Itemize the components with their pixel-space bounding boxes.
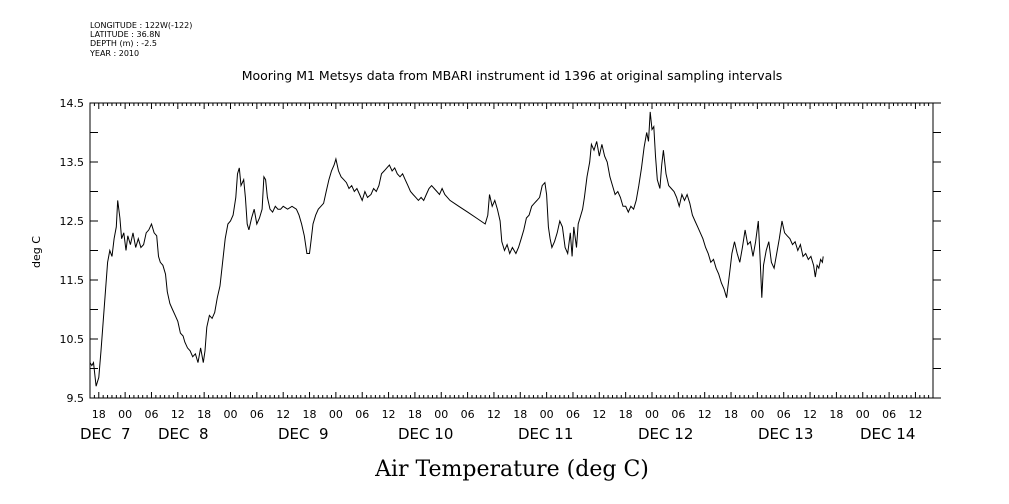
x-hour-label: 00	[856, 408, 870, 421]
x-hour-label: 12	[698, 408, 712, 421]
x-day-label: DEC 9	[278, 425, 329, 443]
x-hour-label: 12	[908, 408, 922, 421]
x-hour-label: 12	[487, 408, 501, 421]
x-hour-label: 06	[882, 408, 896, 421]
x-day-label: DEC 13	[758, 425, 813, 443]
latitude-text: LATITUDE : 36.8N	[90, 30, 161, 40]
x-day-label: DEC 11	[518, 425, 573, 443]
x-hour-label: 12	[592, 408, 606, 421]
x-hour-label: 00	[540, 408, 554, 421]
x-hour-label: 18	[829, 408, 843, 421]
x-hour-label: 12	[171, 408, 185, 421]
x-hour-label: 06	[355, 408, 369, 421]
x-hour-label: 00	[224, 408, 238, 421]
series-line-1	[89, 111, 824, 387]
x-day-label: DEC 12	[638, 425, 693, 443]
x-day-label: DEC 10	[398, 425, 453, 443]
x-hour-label: 12	[382, 408, 396, 421]
x-hour-label: 18	[724, 408, 738, 421]
x-hour-label: 00	[118, 408, 132, 421]
x-hour-label: 00	[645, 408, 659, 421]
x-hour-label: 18	[408, 408, 422, 421]
x-hour-label: 06	[144, 408, 158, 421]
y-tick-label: 14.5	[60, 97, 85, 110]
x-hour-label: 18	[197, 408, 211, 421]
x-hour-label: 00	[434, 408, 448, 421]
x-day-label: DEC 7	[80, 425, 131, 443]
x-axis-label: Air Temperature (deg C)	[374, 457, 649, 482]
depth-text: DEPTH (m) : -2.5	[90, 39, 157, 49]
x-hour-label: 12	[803, 408, 817, 421]
x-hour-label: 18	[303, 408, 317, 421]
y-tick-label: 13.5	[60, 156, 85, 169]
x-day-label: DEC 8	[158, 425, 209, 443]
x-hour-label: 18	[92, 408, 106, 421]
y-tick-label: 10.5	[60, 333, 85, 346]
x-hour-label: 18	[513, 408, 527, 421]
y-tick-label: 9.5	[67, 392, 85, 405]
y-tick-label: 11.5	[60, 274, 85, 287]
x-hour-label: 06	[777, 408, 791, 421]
x-hour-label: 06	[671, 408, 685, 421]
x-hour-label: 06	[566, 408, 580, 421]
year-text: YEAR : 2010	[90, 48, 140, 58]
chart-title: Mooring M1 Metsys data from MBARI instru…	[242, 68, 783, 83]
x-hour-label: 06	[461, 408, 475, 421]
x-day-label: DEC 14	[860, 425, 915, 443]
location-metadata: LONGITUDE : 122W(-122) LATITUDE : 36.8N …	[90, 21, 192, 58]
x-hour-label: 00	[329, 408, 343, 421]
y-axis-label: deg C	[30, 236, 43, 268]
x-hour-label: 06	[250, 408, 264, 421]
x-hour-label: 00	[750, 408, 764, 421]
y-tick-label: 12.5	[60, 215, 85, 228]
x-hour-label: 12	[276, 408, 290, 421]
x-hour-label: 18	[619, 408, 633, 421]
longitude-text: LONGITUDE : 122W(-122)	[90, 21, 193, 30]
